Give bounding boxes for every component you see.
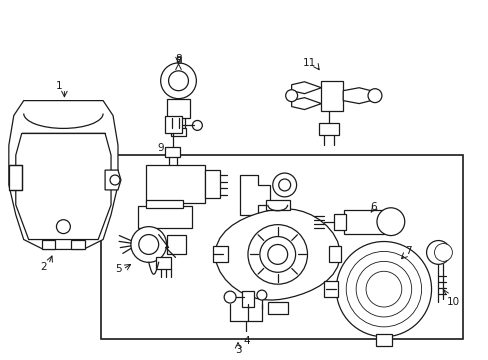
Circle shape [376,208,404,235]
Bar [265,200,289,210]
Circle shape [259,237,295,272]
Text: 1: 1 [56,81,62,91]
Circle shape [426,240,449,264]
Text: 4: 4 [243,336,250,346]
Circle shape [367,89,381,103]
Circle shape [161,63,196,99]
Polygon shape [105,170,121,190]
Circle shape [336,242,431,337]
Bar [244,292,251,302]
Polygon shape [291,98,321,109]
Bar [213,247,228,262]
Text: 11: 11 [302,58,315,68]
Circle shape [56,220,70,234]
Bar [101,155,462,339]
Polygon shape [16,133,111,239]
Polygon shape [71,239,85,249]
Bar [205,170,220,198]
Text: 6: 6 [370,202,377,212]
Bar [344,210,383,234]
Circle shape [168,71,188,91]
Text: 2: 2 [40,262,47,272]
Polygon shape [155,257,170,269]
Bar [319,123,339,135]
Bar [145,200,183,208]
Text: 10: 10 [446,297,459,307]
Bar [334,214,346,230]
Circle shape [110,175,120,185]
Bar [138,206,192,228]
Circle shape [256,290,266,300]
Bar [170,129,186,136]
Circle shape [434,243,451,261]
Bar [164,147,180,157]
Bar [145,165,205,203]
Circle shape [224,291,236,303]
Polygon shape [343,88,370,104]
Bar [267,302,287,314]
Circle shape [267,244,287,264]
Circle shape [247,225,307,284]
Text: 9: 9 [157,143,163,153]
Circle shape [192,121,202,130]
Polygon shape [291,82,321,94]
Bar [164,116,182,133]
Circle shape [285,90,297,102]
Polygon shape [242,291,253,307]
Circle shape [272,173,296,197]
Polygon shape [41,239,55,249]
Bar [324,281,338,297]
Text: 8: 8 [175,54,182,64]
Circle shape [131,227,166,262]
Bar [375,334,391,346]
Bar [328,247,341,262]
Circle shape [278,179,290,191]
Circle shape [355,261,411,317]
Text: 3: 3 [234,345,241,355]
Text: 5: 5 [116,264,122,274]
Bar [166,235,186,255]
Text: 8: 8 [175,56,182,66]
Polygon shape [9,165,21,190]
Bar [166,99,190,118]
Circle shape [346,251,421,327]
Circle shape [366,271,401,307]
Bar [321,81,343,111]
Polygon shape [9,100,118,249]
Polygon shape [240,175,269,215]
Text: 7: 7 [405,247,411,256]
Polygon shape [215,209,339,300]
Circle shape [139,235,158,255]
